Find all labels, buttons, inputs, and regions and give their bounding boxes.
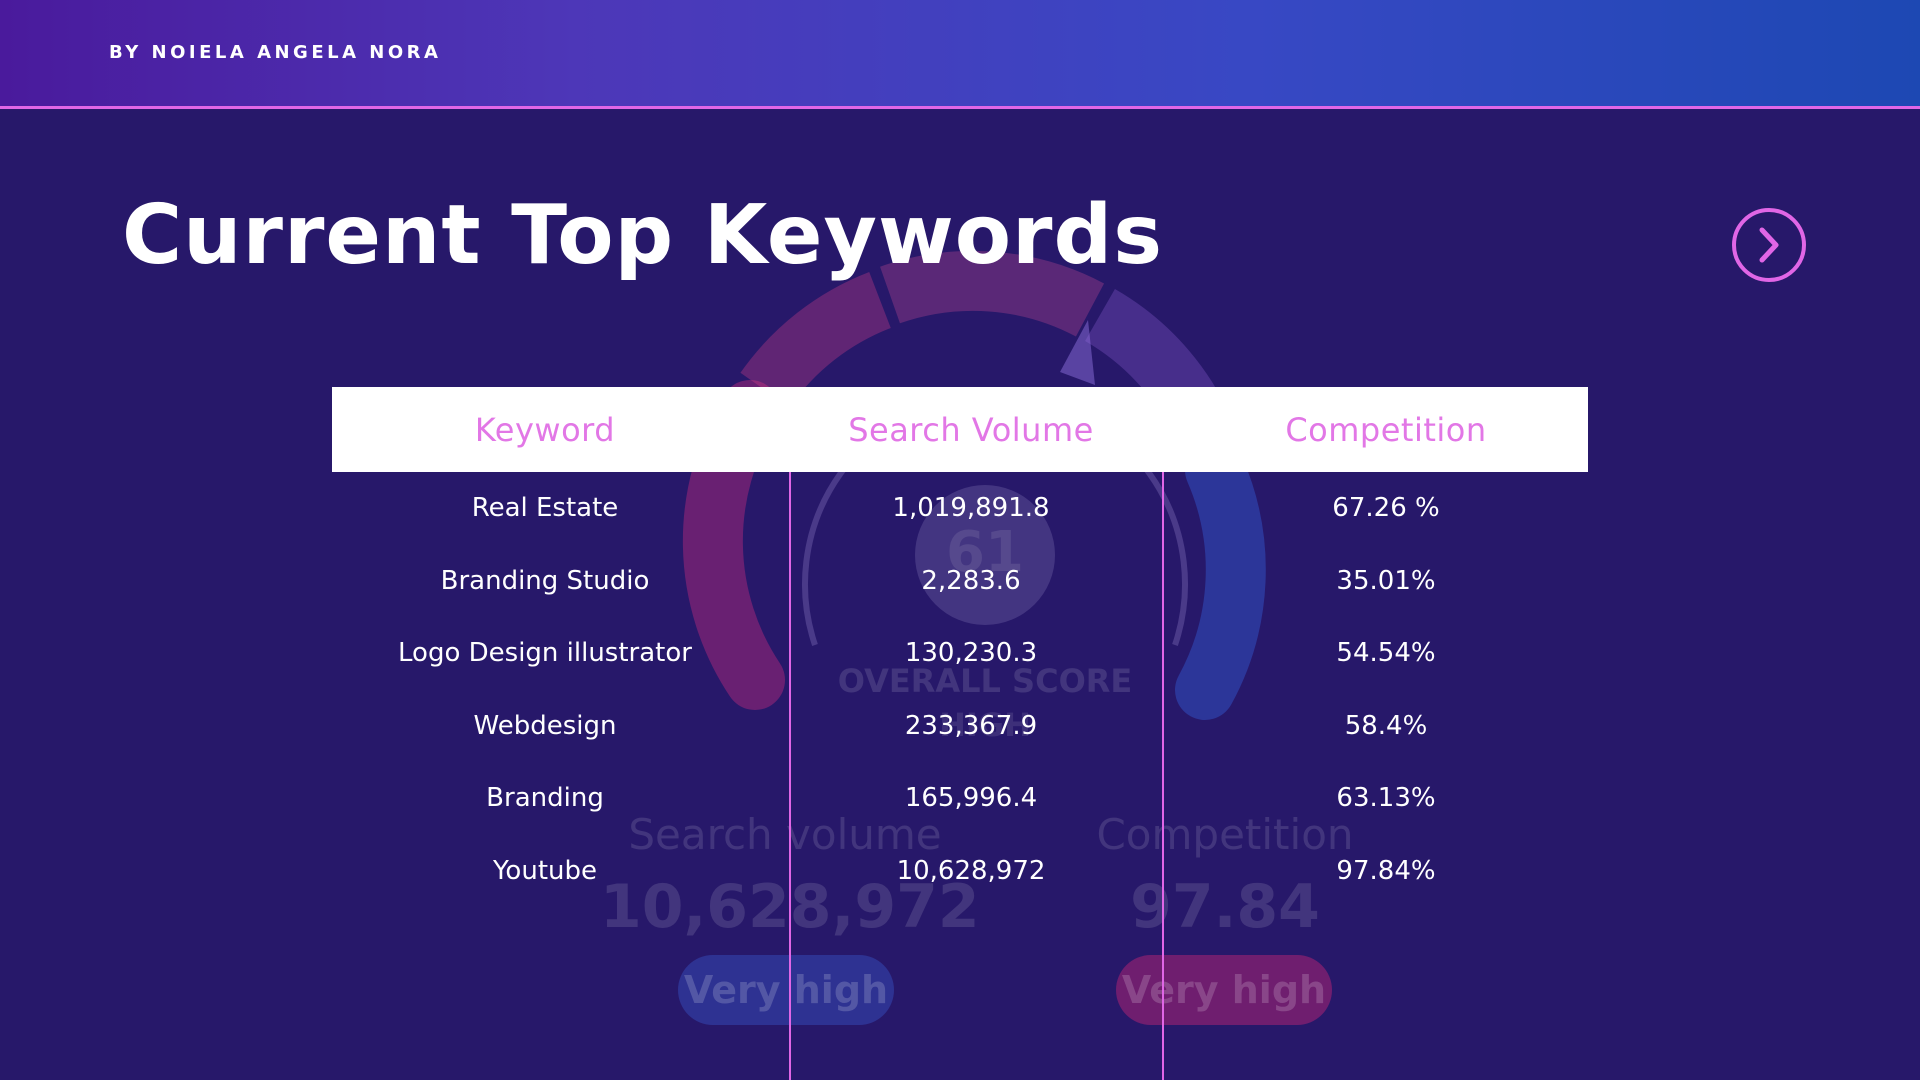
cell-search-volume: 1,019,891.8 — [892, 493, 1050, 524]
cell-keyword: Logo Design illustrator — [398, 638, 692, 669]
column-divider — [1162, 472, 1164, 1080]
table-row: Real Estate 1,019,891.8 67.26 % — [332, 472, 1588, 545]
next-slide-button[interactable] — [1732, 208, 1806, 282]
table-row: Branding 165,996.4 63.13% — [332, 762, 1588, 835]
column-header-competition: Competition — [1285, 410, 1487, 449]
author-byline: BY NOIELA ANGELA NORA — [109, 42, 442, 63]
cell-competition: 67.26 % — [1332, 493, 1440, 524]
column-header-keyword: Keyword — [474, 410, 616, 449]
cell-keyword: Webdesign — [473, 710, 617, 741]
cell-competition: 58.4% — [1344, 710, 1428, 741]
chevron-right-icon — [1759, 227, 1779, 263]
cell-competition: 35.01% — [1336, 565, 1436, 596]
page-title: Current Top Keywords — [122, 188, 1163, 283]
table-row: Webdesign 233,367.9 58.4% — [332, 690, 1588, 763]
cell-search-volume: 165,996.4 — [904, 783, 1038, 814]
cell-competition: 97.84% — [1336, 855, 1436, 886]
bg-competition-badge: Very high — [1116, 955, 1332, 1025]
column-header-search-volume: Search Volume — [848, 410, 1094, 449]
cell-competition: 63.13% — [1336, 783, 1436, 814]
top-banner: BY NOIELA ANGELA NORA — [0, 0, 1920, 109]
cell-keyword: Branding Studio — [440, 565, 650, 596]
table-row: Branding Studio 2,283.6 35.01% — [332, 545, 1588, 618]
table-header-row: Keyword Search Volume Competition — [332, 387, 1588, 472]
bg-competition-label: Competition — [1096, 810, 1354, 859]
column-divider — [789, 472, 791, 1080]
cell-search-volume: 2,283.6 — [921, 565, 1021, 596]
keywords-table: Keyword Search Volume Competition — [332, 387, 1588, 472]
bg-competition-value: 97.84 — [1130, 872, 1320, 942]
table-body: Real Estate 1,019,891.8 67.26 % Branding… — [332, 472, 1588, 907]
cell-keyword: Youtube — [493, 855, 597, 886]
cell-search-volume: 233,367.9 — [904, 710, 1038, 741]
bg-score-sublabel: HIGH — [939, 706, 1031, 744]
cell-keyword: Real Estate — [471, 493, 619, 524]
bg-score-label: OVERALL SCORE — [837, 662, 1133, 700]
cell-search-volume: 130,230.3 — [904, 638, 1038, 669]
bg-search-volume-label: Search volume — [628, 810, 942, 859]
cell-keyword: Branding — [486, 783, 604, 814]
bg-score-value: 61 — [946, 520, 1024, 585]
table-row: Logo Design illustrator 130,230.3 54.54% — [332, 617, 1588, 690]
cell-competition: 54.54% — [1336, 638, 1436, 669]
table-row: Youtube 10,628,972 97.84% — [332, 835, 1588, 908]
bg-search-volume-badge: Very high — [678, 955, 894, 1025]
cell-search-volume: 10,628,972 — [896, 855, 1046, 886]
